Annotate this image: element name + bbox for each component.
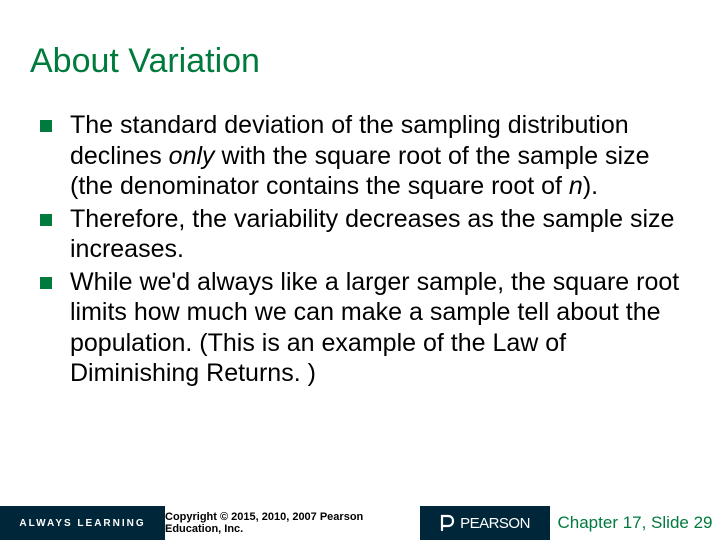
slide: About Variation The standard deviation o… xyxy=(0,0,720,540)
slide-title: About Variation xyxy=(30,42,260,81)
bullet-text: Therefore, the variability decreases as … xyxy=(70,204,690,265)
brand-icon xyxy=(440,514,456,532)
footer: ALWAYS LEARNING Copyright © 2015, 2010, … xyxy=(0,506,720,540)
bullet-icon xyxy=(40,277,52,289)
footer-tagline: ALWAYS LEARNING xyxy=(0,506,165,540)
slide-body: The standard deviation of the sampling d… xyxy=(40,110,690,391)
list-item: The standard deviation of the sampling d… xyxy=(40,110,690,202)
footer-copyright: Copyright © 2015, 2010, 2007 Pearson Edu… xyxy=(165,506,420,540)
list-item: While we'd always like a larger sample, … xyxy=(40,267,690,389)
bullet-icon xyxy=(40,120,52,132)
bullet-text: The standard deviation of the sampling d… xyxy=(70,110,690,202)
bullet-text: While we'd always like a larger sample, … xyxy=(70,267,690,389)
footer-brand: PEARSON xyxy=(420,506,550,540)
list-item: Therefore, the variability decreases as … xyxy=(40,204,690,265)
brand-text: PEARSON xyxy=(460,515,530,532)
bullet-icon xyxy=(40,214,52,226)
footer-slide-number: Chapter 17, Slide 29 xyxy=(550,506,720,540)
